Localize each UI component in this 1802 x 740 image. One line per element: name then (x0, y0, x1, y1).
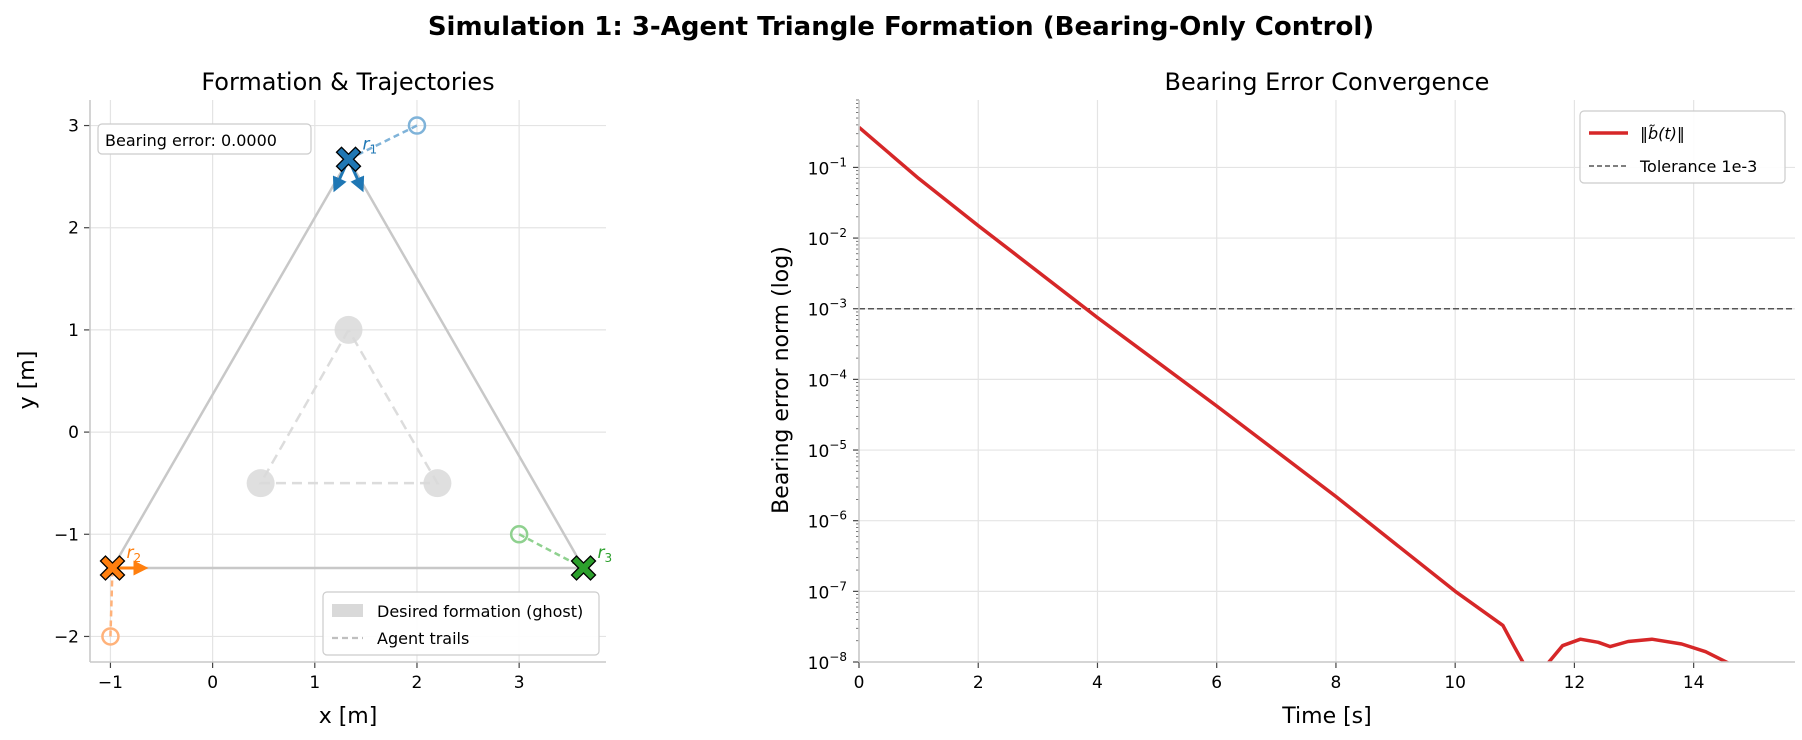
y-tick-label: 10−7 (808, 579, 847, 603)
current-formation-edges (110, 158, 586, 570)
convergence-y-label: Bearing error norm (log) (769, 246, 794, 514)
agent-start-r2 (101, 627, 120, 646)
agent-marker-r2 (99, 555, 126, 581)
convergence-legend: ‖b̃(t)‖ Tolerance 1e-3 (1579, 110, 1786, 184)
convergence-content (859, 125, 1795, 662)
x-tick-label: 2 (412, 673, 423, 693)
x-tick-label: 12 (1564, 673, 1586, 693)
agent-label-r2: r2 (126, 543, 141, 565)
y-tick-label: 10−2 (808, 226, 847, 250)
y-tick-label: −1 (54, 525, 79, 545)
formation-grid (90, 100, 606, 662)
agent-x-shape (570, 555, 597, 581)
x-tick-label: 3 (514, 673, 525, 693)
formation-x-label: x [m] (319, 704, 378, 729)
bearing-error-series-1 (859, 125, 1525, 662)
x-tick-label: 8 (1331, 673, 1342, 693)
y-tick-label: 10−4 (808, 367, 847, 391)
legend-ghost-label: Desired formation (ghost) (377, 602, 583, 621)
x-tick-label: 4 (1092, 673, 1103, 693)
y-tick-label: 2 (68, 219, 79, 239)
legend-tolerance-label: Tolerance 1e-3 (1639, 157, 1757, 176)
agent-start-r3 (509, 525, 529, 544)
y-tick-label: 10−5 (808, 438, 847, 462)
desired-position-ghost (334, 315, 363, 344)
y-tick-label: 10−8 (808, 650, 847, 674)
y-tick-label: 10−1 (808, 155, 847, 179)
bearing-error-annotation: Bearing error: 0.0000 (97, 123, 312, 155)
legend-ghost-swatch (332, 604, 363, 617)
legend-box (322, 591, 600, 656)
bearing-error-series-2 (1546, 637, 1731, 662)
agent-label-r1: r1 (363, 134, 378, 156)
y-tick-label: 10−3 (808, 297, 847, 321)
agent-marker-r1 (335, 146, 362, 173)
agent-label-r3: r3 (598, 543, 613, 565)
agent-start-r1 (407, 116, 427, 135)
desired-position-ghost (246, 469, 275, 498)
annotation-box (97, 123, 312, 155)
agent-marker-r3 (570, 555, 597, 581)
x-tick-label: 2 (973, 673, 984, 693)
x-tick-label: 0 (854, 673, 865, 693)
x-tick-label: 0 (207, 673, 218, 693)
x-tick-label: 6 (1211, 673, 1222, 693)
x-tick-label: 10 (1444, 673, 1466, 693)
desired-formation-edges (258, 329, 440, 485)
agent-x-shape (335, 146, 362, 173)
formation-plot: Formation & Trajectories r1 r2 r3 −1 0 1 2 3 −2… (15, 68, 612, 729)
y-tick-label: 1 (68, 321, 79, 341)
legend-error-label: ‖b̃(t)‖ (1640, 124, 1685, 143)
x-tick-label: −1 (98, 673, 123, 693)
figure-title: Simulation 1: 3-Agent Triangle Formation… (428, 12, 1374, 42)
agent-trail-r2 (109, 567, 114, 637)
legend-trail-label: Agent trails (377, 629, 469, 648)
convergence-plot: Bearing Error Convergence 0 2 4 6 8 10 12 14 10−… (769, 68, 1795, 729)
convergence-ticks: 0 2 4 6 8 10 12 14 10−1 10−2 10−3 10−4 10−5 10−6 10−7 1… (808, 99, 1795, 693)
y-tick-label: 10−6 (808, 509, 847, 533)
formation-legend: Desired formation (ghost) Agent trails (322, 591, 600, 656)
formation-y-label: y [m] (15, 351, 40, 410)
legend-box (1579, 110, 1786, 184)
y-tick-label: 0 (68, 423, 79, 443)
convergence-plot-title: Bearing Error Convergence (1165, 68, 1490, 96)
desired-position-ghost (423, 469, 452, 498)
x-tick-label: 1 (309, 673, 320, 693)
formation-plot-title: Formation & Trajectories (201, 68, 494, 96)
x-tick-label: 14 (1683, 673, 1705, 693)
annotation-text: Bearing error: 0.0000 (105, 131, 277, 150)
y-tick-label: −2 (54, 627, 79, 647)
agent-x-shape (99, 555, 126, 581)
convergence-x-label: Time [s] (1281, 704, 1371, 729)
formation-content: r1 r2 r3 (99, 116, 613, 646)
convergence-grid (858, 100, 1795, 663)
formation-ticks: −1 0 1 2 3 −2 −1 0 1 2 3 (54, 100, 606, 693)
y-tick-label: 3 (68, 117, 79, 137)
